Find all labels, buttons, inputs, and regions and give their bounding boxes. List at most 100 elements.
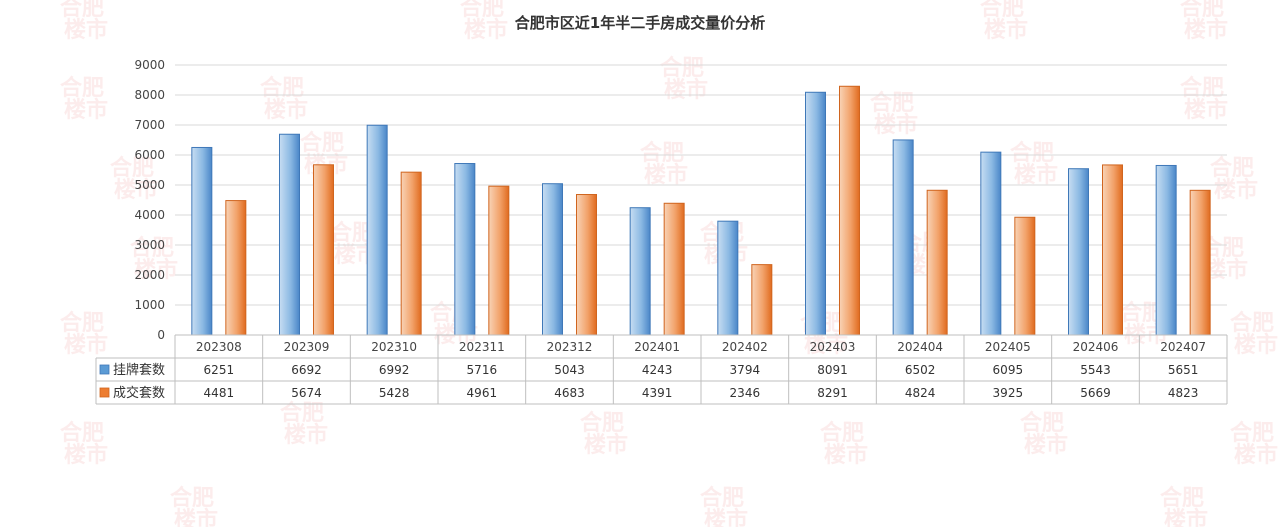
bar-listing [629,207,651,336]
data-label: 5543 [1080,363,1111,377]
watermark-text: 合肥 [1010,140,1054,166]
data-label: 5669 [1080,386,1111,400]
watermark-text: 楼市 [824,442,868,468]
watermark-text: 合肥 [1230,420,1274,446]
watermark-text: 楼市 [1184,17,1228,43]
bar-listing [542,183,563,336]
bar-transaction [400,171,422,336]
watermark-text: 楼市 [704,507,748,527]
bar-transaction [576,194,597,336]
bar-listing [191,146,213,336]
bar-transaction [488,185,510,336]
y-axis-ticks: 0 1000 2000 3000 4000 5000 6000 7000 8000 9000 [134,58,165,342]
y-tick-label: 0 [157,328,165,342]
y-tick-label: 3000 [134,238,165,252]
watermark-text: 楼市 [64,17,108,43]
watermark-text: 楼市 [1184,97,1228,123]
data-label: 8091 [817,363,848,377]
x-category-label: 202311 [459,340,505,354]
watermark-text: 合肥 [640,140,684,166]
data-label: 4823 [1168,386,1199,400]
data-label: 6692 [291,363,322,377]
y-tick-label: 1000 [134,298,165,312]
watermark-text: 合肥 [1160,485,1204,511]
bar-transaction [1102,164,1123,336]
bar-transaction [751,264,773,336]
watermark-text: 合肥 [300,130,344,156]
data-label: 6502 [905,363,936,377]
watermark-text: 合肥 [820,420,864,446]
watermark-text: 楼市 [1204,257,1248,283]
bar-transaction [663,202,685,336]
x-category-label: 202308 [196,340,242,354]
data-label: 5674 [291,386,322,400]
watermark-text: 合肥 [460,0,504,21]
bar-listing [717,220,739,336]
data-label: 4481 [204,386,235,400]
watermark-text: 合肥 [1180,75,1224,101]
bar-listing [366,124,388,336]
y-tick-label: 8000 [134,88,165,102]
watermark-text: 楼市 [64,97,108,123]
data-label: 2346 [730,386,761,400]
data-label: 4961 [467,386,498,400]
data-label: 4824 [905,386,936,400]
watermark-text: 楼市 [804,332,848,358]
x-category-label: 202405 [985,340,1031,354]
watermark-text: 合肥 [700,485,744,511]
data-label: 4683 [554,386,585,400]
watermark-text: 楼市 [284,422,328,448]
watermark-text: 楼市 [664,77,708,103]
bar-transaction [313,164,334,336]
legend-label: 挂牌套数 [113,362,165,378]
watermark-text: 楼市 [174,507,218,527]
x-category-label: 202309 [284,340,330,354]
legend-swatch [99,387,110,398]
watermark-text: 合肥 [60,75,104,101]
bar-transaction [1014,216,1036,336]
watermark-text: 合肥 [870,90,914,116]
watermark-text: 合肥 [60,310,104,336]
watermark-text: 楼市 [584,432,628,458]
x-category-label: 202403 [810,340,856,354]
x-category-label: 202402 [722,340,768,354]
watermark-text: 楼市 [1234,442,1278,468]
data-label: 3794 [730,363,761,377]
x-category-label: 202404 [897,340,943,354]
watermark-text: 合肥 [60,0,104,21]
watermark-text: 合肥 [170,485,214,511]
data-label: 4391 [642,386,673,400]
legend-swatch [99,364,110,375]
data-label: 5043 [554,363,585,377]
watermark-text: 楼市 [64,332,108,358]
data-label: 4243 [642,363,673,377]
bar-listing [1155,164,1177,336]
watermark-text: 合肥 [660,55,704,81]
legend-label: 成交套数 [113,385,165,401]
bar-listing [279,133,300,336]
watermark-text: 楼市 [134,257,178,283]
watermark-text: 楼市 [264,97,308,123]
y-tick-label: 7000 [134,118,165,132]
y-tick-label: 5000 [134,178,165,192]
y-tick-label: 2000 [134,268,165,282]
bar-transaction [839,85,860,336]
bar-transaction [225,200,247,336]
data-label: 5651 [1168,363,1199,377]
watermark-text: 合肥 [1020,410,1064,436]
data-label: 5716 [467,363,498,377]
watermark-text: 楼市 [984,17,1028,43]
x-category-label: 202312 [547,340,593,354]
bar-listing [454,163,476,336]
bar-listing [892,139,914,336]
x-category-label: 202406 [1073,340,1119,354]
watermark-text: 合肥 [60,420,104,446]
chart-title: 合肥市区近1年半二手房成交量价分析 [514,14,765,32]
watermark-text: 合肥 [110,155,154,181]
watermark-text: 合肥 [1210,155,1254,181]
bar-transaction [926,189,948,336]
watermark-text: 楼市 [1014,162,1058,188]
bar-listing [980,151,1002,336]
